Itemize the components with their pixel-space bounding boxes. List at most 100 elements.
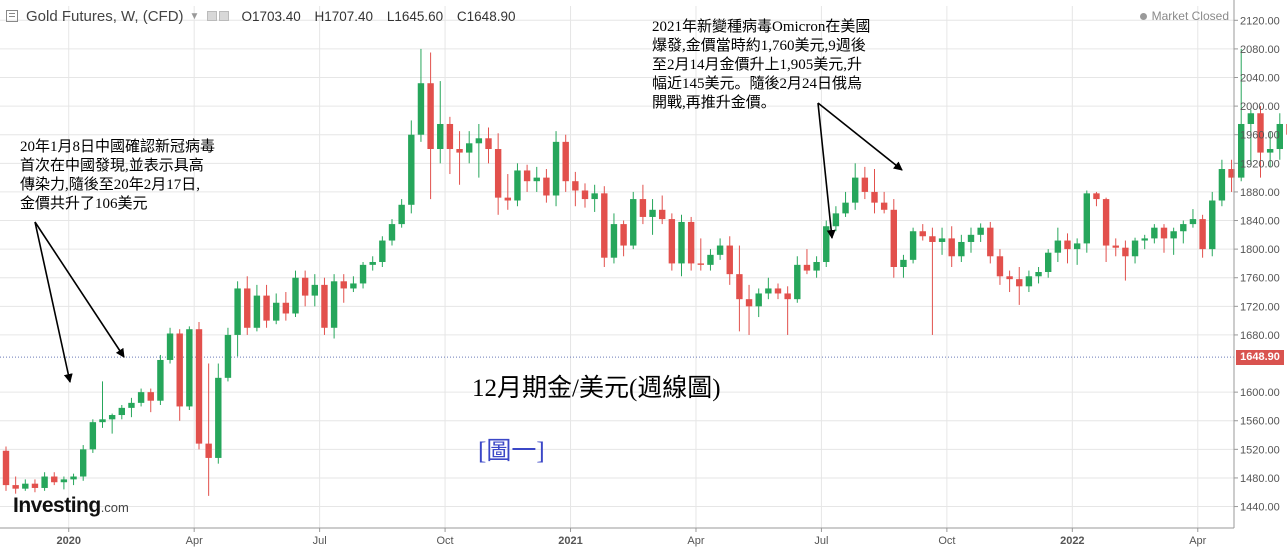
candle [369, 256, 376, 271]
candle-body [591, 193, 598, 200]
candle-body [649, 209, 656, 217]
y-tick-label: 2080.00 [1240, 44, 1280, 56]
chart-header: Gold Futures, W, (CFD) ▼ O1703.40 H1707.… [0, 0, 525, 32]
candle [1006, 270, 1013, 293]
candle-body [12, 485, 19, 489]
candle [1247, 109, 1255, 165]
grid-lines [0, 6, 1234, 528]
candle-body [398, 204, 405, 225]
candle [60, 476, 68, 490]
candle [176, 329, 183, 421]
candle [1209, 191, 1216, 257]
candle-body [552, 141, 560, 196]
candle-body [852, 177, 859, 203]
candle-body [909, 231, 917, 260]
candle-body [716, 245, 724, 255]
candle [1218, 159, 1226, 207]
candle [591, 184, 598, 212]
candle-body [572, 181, 579, 191]
candle [813, 256, 820, 278]
candle-body [1180, 224, 1187, 232]
instrument-title[interactable]: Gold Futures, W, (CFD) [26, 7, 184, 25]
annotation-arrow [817, 102, 903, 171]
candle-body [166, 333, 174, 360]
candle-body [1228, 169, 1235, 178]
status-dot-icon [1139, 13, 1147, 21]
y-tick-label: 1920.00 [1240, 158, 1280, 170]
candle-body [253, 295, 261, 328]
candle [562, 134, 569, 192]
candle-body [475, 138, 483, 144]
candle-body [1276, 123, 1283, 150]
candle-body [456, 149, 463, 153]
candle-body [880, 202, 888, 210]
candle-body [687, 221, 695, 264]
candle-body [929, 236, 936, 242]
candle-body [41, 476, 48, 488]
candle-body [1112, 245, 1119, 248]
candle-body [321, 284, 328, 328]
candle [794, 256, 801, 303]
candle [736, 245, 743, 332]
candle-body [311, 284, 318, 296]
candle [861, 166, 869, 200]
y-tick-label: 1720.00 [1240, 301, 1280, 313]
candle [1257, 106, 1264, 178]
y-tick-label: 1960.00 [1240, 130, 1280, 142]
candle [340, 274, 347, 303]
candle-body [1238, 123, 1245, 178]
candle-body [70, 476, 77, 480]
candle-body [350, 283, 357, 289]
candle-body [1141, 238, 1148, 241]
x-tick-label: Apr [687, 535, 704, 547]
candle [234, 281, 241, 357]
candle-body [890, 209, 897, 267]
candle [1073, 238, 1081, 265]
settings-icon[interactable] [207, 11, 218, 21]
candle-body [1016, 279, 1023, 287]
open-value: O1703.40 [241, 8, 301, 24]
y-tick-label: 1680.00 [1240, 330, 1280, 342]
candle [485, 127, 492, 164]
candle [398, 199, 405, 228]
candle [466, 131, 473, 164]
candle [224, 327, 232, 382]
candle [427, 52, 434, 200]
candle-body [745, 299, 753, 307]
candle [919, 224, 926, 241]
x-tick-label: 2021 [558, 535, 582, 547]
candle-body [388, 224, 396, 241]
candle [70, 473, 77, 486]
candle-body [195, 329, 203, 444]
candle [99, 381, 106, 428]
close-icon[interactable] [219, 11, 230, 21]
candle-body [697, 263, 704, 265]
menu-icon[interactable] [6, 10, 18, 22]
candle [1054, 227, 1062, 262]
candle [12, 476, 19, 494]
candle-body [1247, 113, 1255, 124]
close-value: C1648.90 [456, 8, 516, 24]
candle-body [726, 245, 733, 275]
y-tick-label: 1440.00 [1240, 502, 1280, 514]
candle-body [205, 443, 212, 458]
chevron-down-icon[interactable]: ▼ [189, 10, 200, 22]
candle [1045, 249, 1052, 278]
low-value: L1645.60 [386, 8, 444, 24]
candle [263, 284, 270, 328]
candle [823, 220, 830, 267]
candle-body [408, 134, 415, 205]
candle [437, 81, 444, 164]
candle-body [610, 224, 618, 258]
candle [1083, 190, 1090, 253]
x-tick-label: 2022 [1060, 535, 1084, 547]
candle [765, 277, 772, 300]
candle [244, 276, 251, 335]
candle [774, 283, 782, 300]
candle [456, 131, 463, 185]
candle-body [861, 177, 869, 192]
candle-body [1170, 231, 1177, 239]
candle-body [118, 407, 125, 416]
candle-body [784, 293, 791, 300]
